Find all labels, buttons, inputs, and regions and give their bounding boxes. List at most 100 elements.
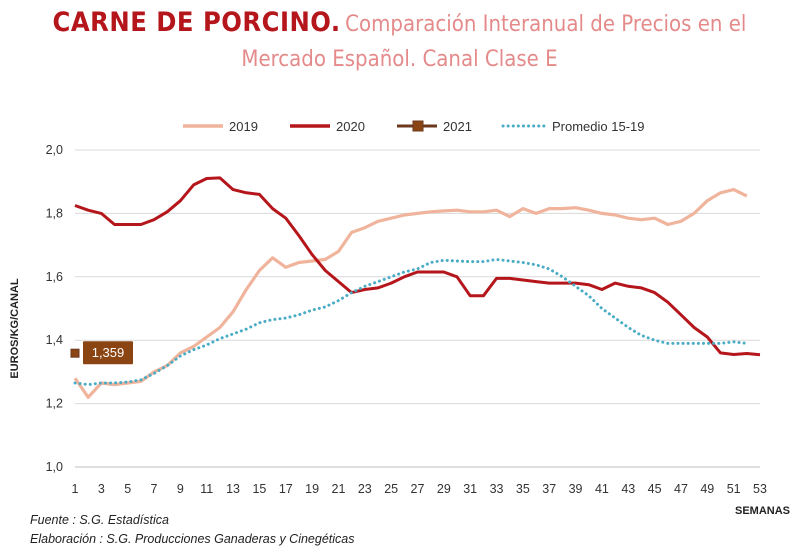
- legend-marker: [412, 120, 424, 132]
- data-point: [535, 263, 538, 266]
- x-axis-title: SEMANAS: [735, 505, 790, 517]
- data-point: [521, 261, 524, 264]
- data-point: [732, 188, 735, 191]
- data-point: [548, 282, 551, 285]
- data-point: [376, 220, 379, 223]
- x-tick-label: 9: [177, 482, 184, 496]
- data-point: [495, 277, 498, 280]
- data-point: [469, 210, 472, 213]
- data-point: [376, 280, 379, 283]
- data-point: [350, 291, 353, 294]
- data-point: [614, 317, 617, 320]
- x-tick-label: 37: [542, 482, 556, 496]
- x-tick-label: 41: [595, 482, 609, 496]
- data-point: [719, 191, 722, 194]
- data-point: [87, 383, 90, 386]
- data-point: [403, 271, 406, 274]
- y-tick-label: 1,8: [46, 206, 63, 220]
- x-tick-label: 47: [674, 482, 688, 496]
- x-tick-label: 5: [124, 482, 131, 496]
- y-axis: 1,0 1,2 1,4 1,6 1,8 2,0 EUROS/KG/CANAL: [9, 143, 63, 474]
- chart-title-sub-line2: Mercado Español. Canal Clase E: [241, 47, 558, 72]
- data-point: [139, 378, 142, 381]
- data-point: [271, 318, 274, 321]
- data-point: [745, 352, 748, 355]
- data-point: [456, 275, 459, 278]
- legend-item: Promedio 15-19: [501, 119, 645, 134]
- legend-label: Promedio 15-19: [552, 119, 645, 134]
- data-labels: 1,359: [83, 341, 133, 365]
- chart-footer: Fuente : S.G. Estadística Elaboración : …: [30, 511, 354, 549]
- x-tick-label: 7: [151, 482, 158, 496]
- data-point: [416, 271, 419, 274]
- series-2021: [70, 348, 80, 358]
- data-point: [640, 286, 643, 289]
- data-point: [429, 271, 432, 274]
- data-point: [732, 340, 735, 343]
- data-point: [363, 226, 366, 229]
- data-point: [311, 309, 314, 312]
- data-point: [706, 336, 709, 339]
- data-point: [271, 256, 274, 259]
- data-point: [337, 280, 340, 283]
- data-point: [337, 299, 340, 302]
- y-tick-label: 1,4: [46, 333, 63, 347]
- x-tick-label: 35: [516, 482, 530, 496]
- data-point: [74, 204, 77, 207]
- data-point: [258, 321, 261, 324]
- x-tick-label: 45: [648, 482, 662, 496]
- x-tick-label: 15: [252, 482, 266, 496]
- data-point-marker: [70, 348, 80, 358]
- data-point: [416, 267, 419, 270]
- data-point: [469, 260, 472, 263]
- data-point: [614, 282, 617, 285]
- data-point: [442, 209, 445, 212]
- x-tick-label: 43: [621, 482, 635, 496]
- data-point: [482, 260, 485, 263]
- data-point: [166, 210, 169, 213]
- data-point: [706, 342, 709, 345]
- data-point: [706, 199, 709, 202]
- data-point: [232, 332, 235, 335]
- data-point: [311, 259, 314, 262]
- data-point: [548, 207, 551, 210]
- data-point: [442, 259, 445, 262]
- data-point: [456, 259, 459, 262]
- data-point: [113, 223, 116, 226]
- data-point: [653, 217, 656, 220]
- data-point: [653, 291, 656, 294]
- series-layer: [70, 176, 761, 399]
- data-point: [600, 212, 603, 215]
- data-point: [679, 342, 682, 345]
- grid-lines: [75, 149, 760, 405]
- data-point: [245, 288, 248, 291]
- data-point: [350, 231, 353, 234]
- data-point: [403, 213, 406, 216]
- data-point: [74, 352, 77, 355]
- x-tick-label: 51: [727, 482, 741, 496]
- data-point: [561, 282, 564, 285]
- data-point: [561, 207, 564, 210]
- data-point: [679, 220, 682, 223]
- data-point: [521, 278, 524, 281]
- data-point: [627, 326, 630, 329]
- data-point: [508, 277, 511, 280]
- data-point: [218, 326, 221, 329]
- y-tick-label: 1,2: [46, 397, 63, 411]
- data-point: [284, 266, 287, 269]
- y-axis-title: EUROS/KG/CANAL: [9, 278, 21, 379]
- data-point: [614, 213, 617, 216]
- series-line: [74, 176, 761, 357]
- data-point: [100, 212, 103, 215]
- data-point: [271, 207, 274, 210]
- data-point: [258, 269, 261, 272]
- data-point: [600, 288, 603, 291]
- data-point: [719, 351, 722, 354]
- legend-label: 2019: [229, 119, 258, 134]
- data-point: [548, 267, 551, 270]
- x-tick-label: 49: [700, 482, 714, 496]
- data-point: [337, 250, 340, 253]
- data-point: [429, 210, 432, 213]
- data-point: [297, 313, 300, 316]
